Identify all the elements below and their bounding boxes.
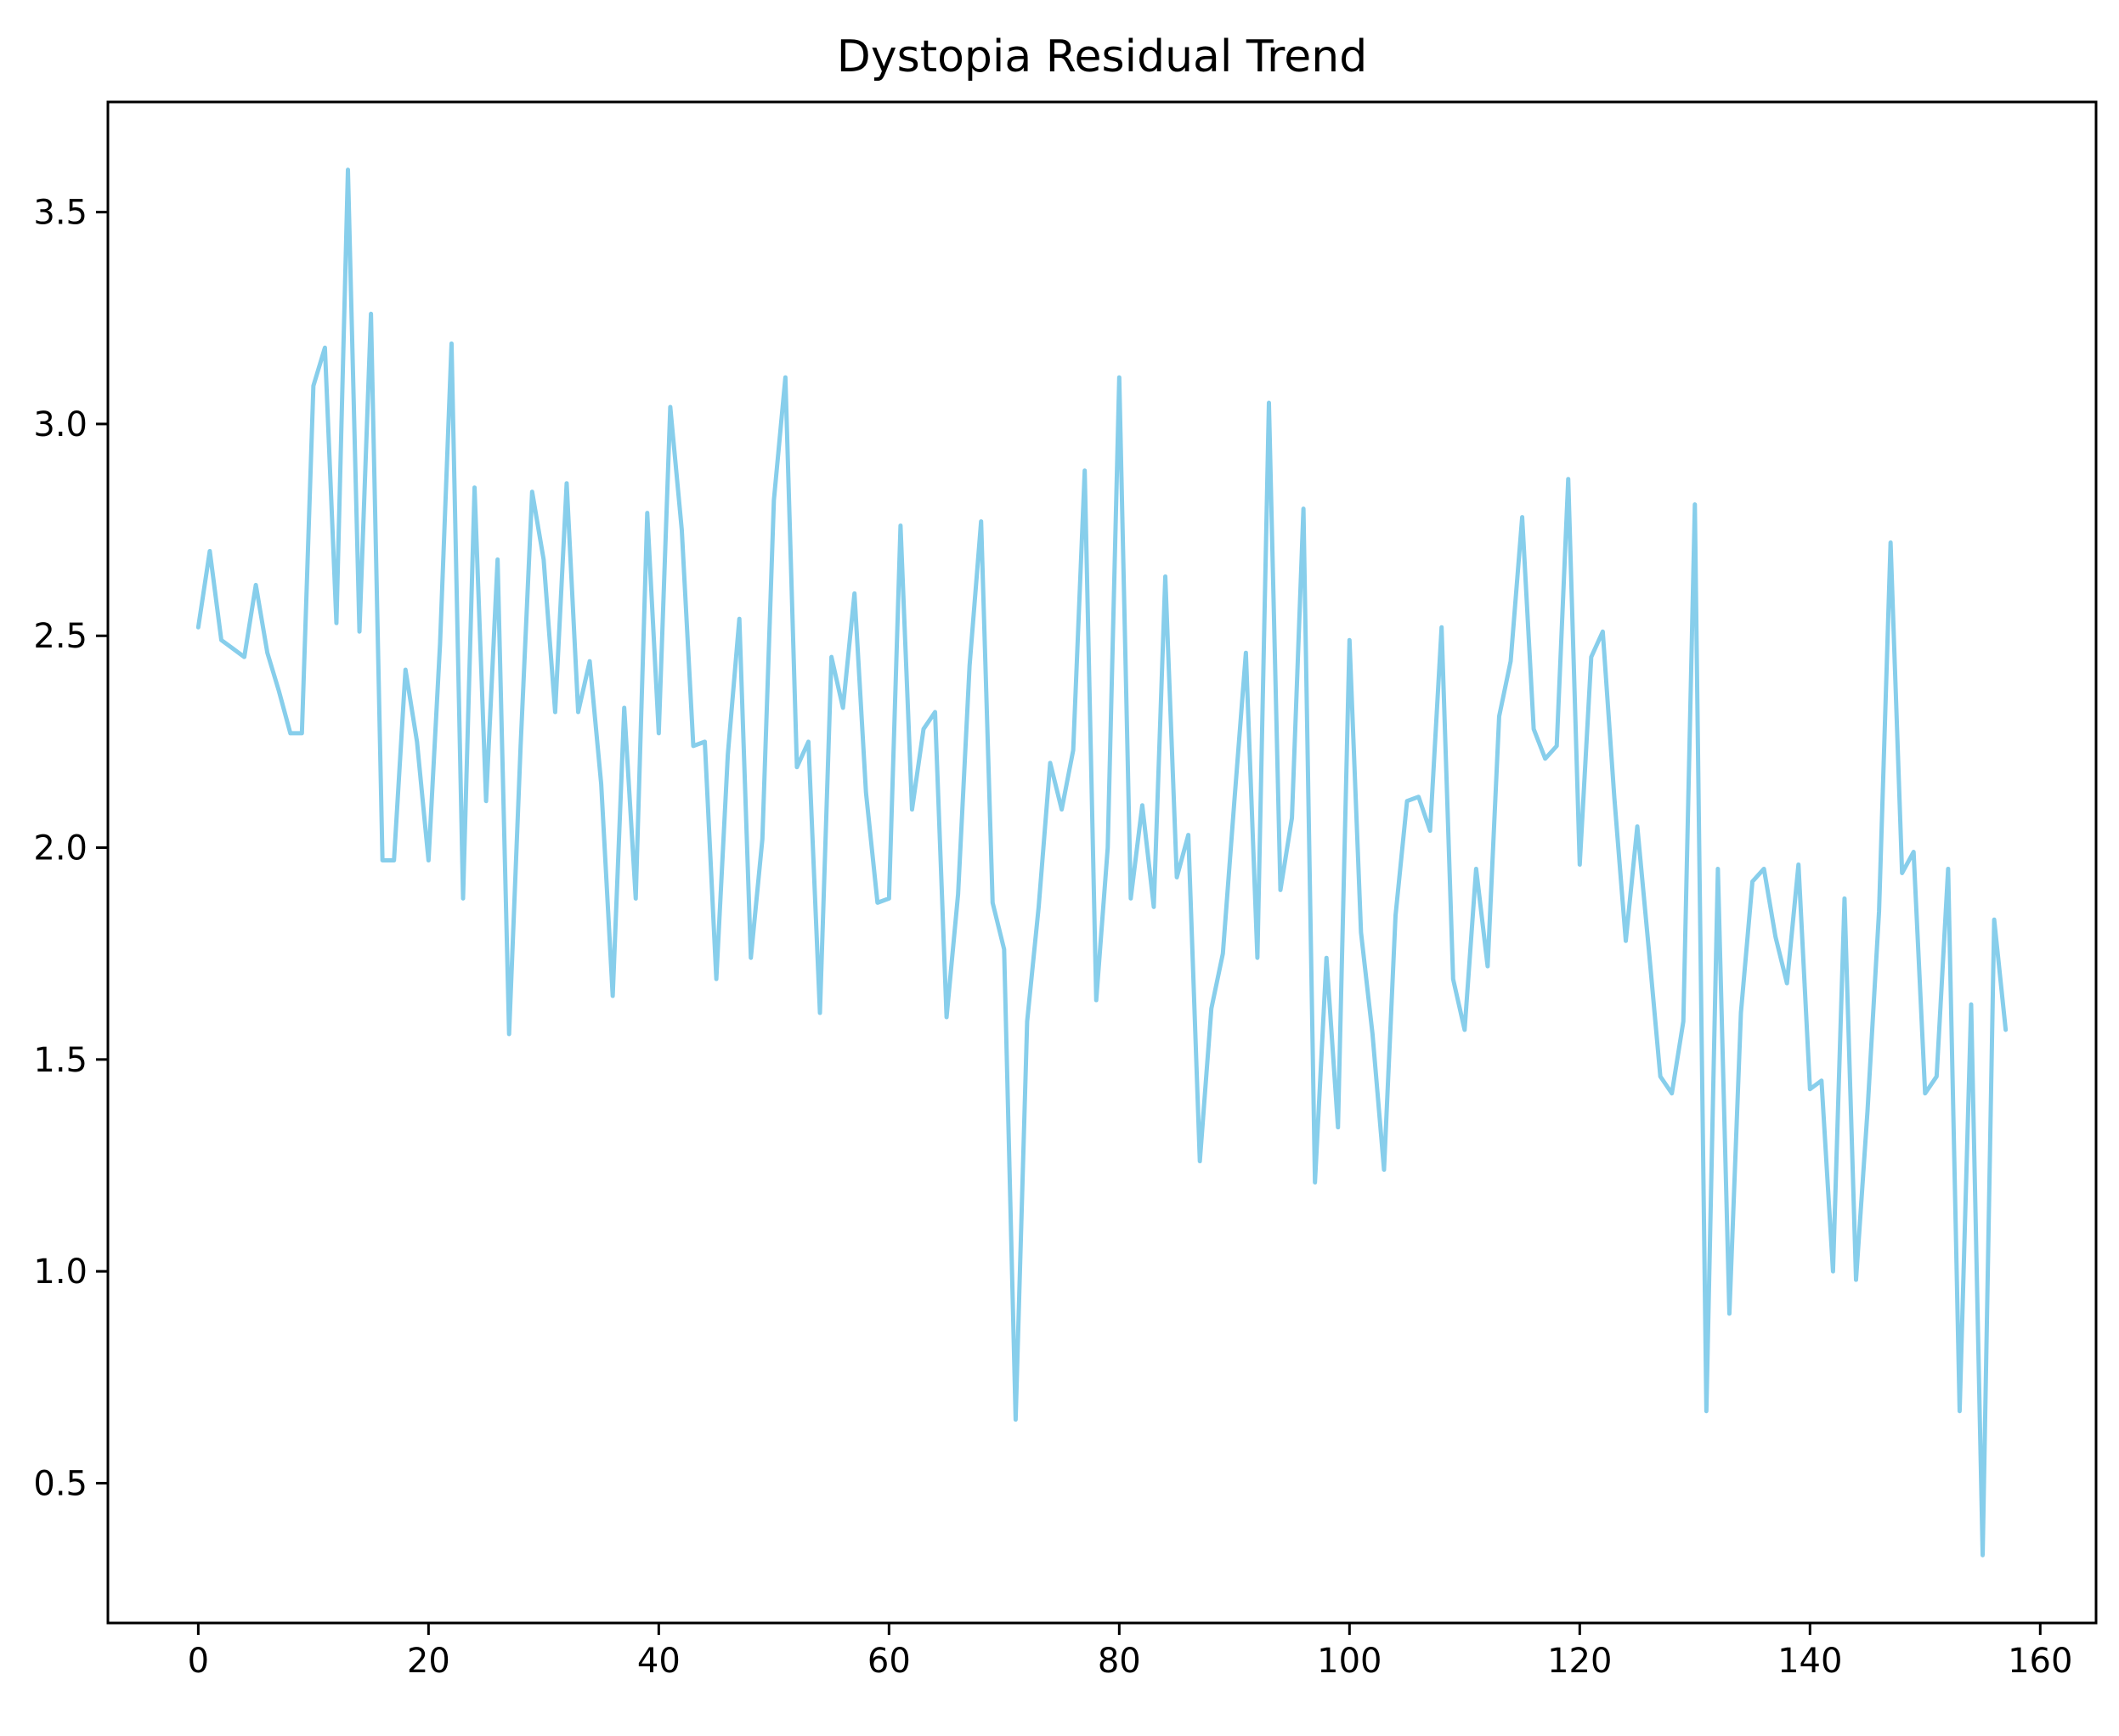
x-tick-label: 140 [1777,1642,1842,1681]
x-tick-label: 40 [637,1642,681,1681]
series-line-0 [195,167,2009,1558]
x-tick-label: 20 [407,1642,450,1681]
plot-area [106,100,2098,1625]
x-axis: 0 20 40 60 80 100 120 140 160 [188,1623,2072,1681]
y-tick-label: 0.5 [33,1464,88,1503]
axes-frame [106,100,2098,1625]
y-tick-label: 2.0 [33,829,88,868]
x-tick-label: 120 [1547,1642,1612,1681]
y-tick-label: 2.5 [33,617,88,656]
chart-title: Dystopia Residual Trend [837,31,1367,82]
x-tick-label: 60 [867,1642,911,1681]
series-layer [195,167,2009,1558]
x-tick-label: 80 [1098,1642,1141,1681]
x-tick-label: 160 [2008,1642,2072,1681]
y-tick-label: 1.5 [33,1041,88,1080]
x-tick-label: 0 [188,1642,209,1681]
y-tick-label: 1.0 [33,1253,88,1292]
y-axis: 0.5 1.0 1.5 2.0 2.5 3.0 3.5 [33,194,108,1503]
y-tick-label: 3.0 [33,405,88,444]
x-tick-label: 100 [1317,1642,1382,1681]
y-tick-label: 3.5 [33,194,88,233]
